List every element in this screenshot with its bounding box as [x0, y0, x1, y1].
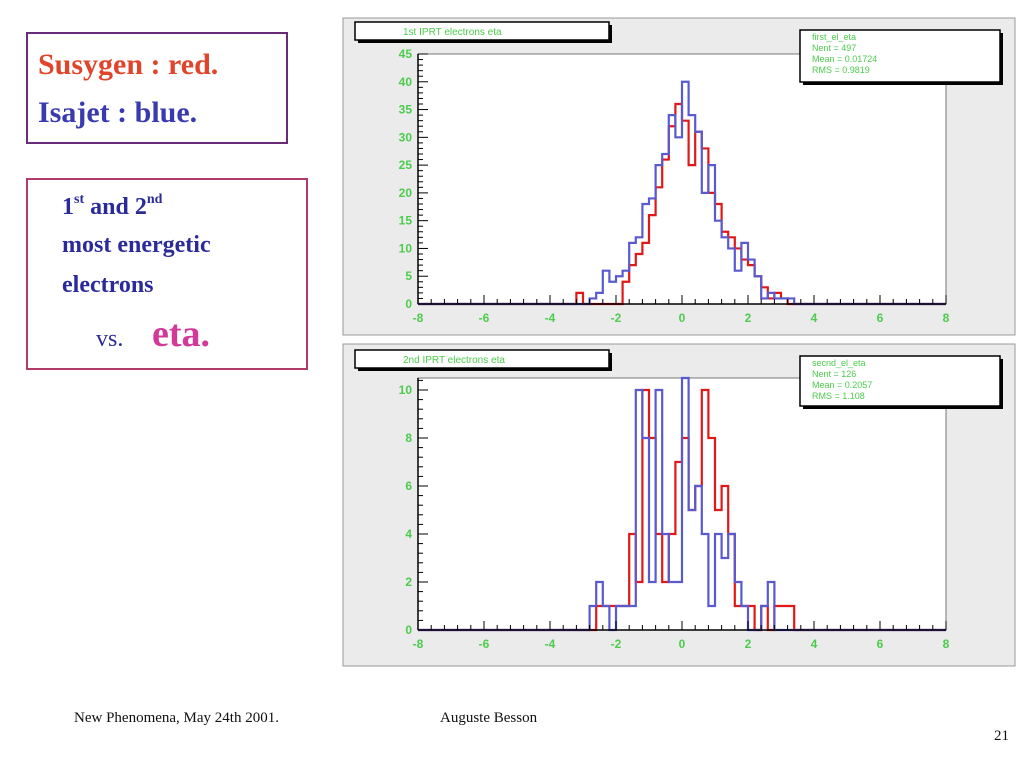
y-tick-label: 40: [399, 75, 413, 89]
y-tick-label: 8: [405, 431, 412, 445]
title-box: [354, 21, 610, 41]
y-tick-label: 25: [399, 158, 413, 172]
x-tick-label: 6: [877, 311, 884, 325]
legend-box: Susygen : red. Isajet : blue.: [26, 32, 288, 144]
x-tick-label: 6: [877, 637, 884, 651]
chart-title: 2nd IPRT electrons eta: [403, 355, 505, 366]
description-box: 1st and 2nd most energetic electrons vs.…: [26, 178, 308, 370]
susygen-label: Susygen : red.: [38, 48, 219, 81]
y-tick-label: 4: [405, 527, 412, 541]
y-tick-label: 15: [399, 214, 413, 228]
stats-nent: Nent = 497: [812, 43, 856, 53]
x-tick-label: -4: [545, 311, 556, 325]
desc-eta: eta.: [152, 313, 211, 355]
desc-line-1: 1st and 2nd: [62, 192, 163, 220]
page-number: 21: [994, 728, 1009, 744]
y-tick-label: 35: [399, 103, 413, 117]
footer-conference: New Phenomena, May 24th 2001.: [74, 710, 279, 726]
x-tick-label: 4: [811, 311, 818, 325]
x-tick-label: 2: [745, 311, 752, 325]
x-tick-label: -2: [611, 311, 622, 325]
stats-mean: Mean = 0.2057: [812, 380, 872, 390]
stats-name: first_el_eta: [812, 32, 856, 42]
stats-mean: Mean = 0.01724: [812, 54, 877, 64]
x-tick-label: -6: [479, 637, 490, 651]
x-tick-label: 4: [811, 637, 818, 651]
y-tick-label: 30: [399, 130, 413, 144]
y-tick-label: 45: [399, 47, 413, 61]
stats-box: [799, 355, 1001, 407]
y-tick-label: 5: [405, 269, 412, 283]
x-tick-label: 8: [943, 311, 950, 325]
x-tick-label: -6: [479, 311, 490, 325]
x-tick-label: 2: [745, 637, 752, 651]
isajet-label: Isajet : blue.: [38, 96, 198, 129]
desc-vs: vs.: [96, 326, 124, 352]
x-tick-label: 0: [679, 637, 686, 651]
stats-rms: RMS = 1.108: [812, 391, 865, 401]
x-tick-label: -8: [413, 637, 424, 651]
desc-line-3: electrons: [62, 272, 154, 298]
y-tick-label: 6: [405, 479, 412, 493]
x-tick-label: 0: [679, 311, 686, 325]
x-tick-label: 8: [943, 637, 950, 651]
y-tick-label: 0: [405, 623, 412, 637]
desc-line-2: most energetic: [62, 232, 211, 258]
stats-rms: RMS = 0.9819: [812, 65, 870, 75]
x-tick-label: -2: [611, 637, 622, 651]
chart-title: 1st IPRT electrons eta: [403, 27, 502, 38]
stats-name: secnd_el_eta: [812, 358, 866, 368]
y-tick-label: 10: [399, 241, 413, 255]
title-box: [354, 349, 610, 369]
x-tick-label: -8: [413, 311, 424, 325]
y-tick-label: 10: [399, 383, 413, 397]
x-tick-label: -4: [545, 637, 556, 651]
stats-box: [799, 29, 1001, 83]
y-tick-label: 20: [399, 186, 413, 200]
y-tick-label: 0: [405, 297, 412, 311]
footer-author: Auguste Besson: [440, 710, 538, 726]
histogram-series: [418, 80, 946, 306]
y-tick-label: 2: [405, 575, 412, 589]
stats-nent: Nent = 126: [812, 369, 856, 379]
